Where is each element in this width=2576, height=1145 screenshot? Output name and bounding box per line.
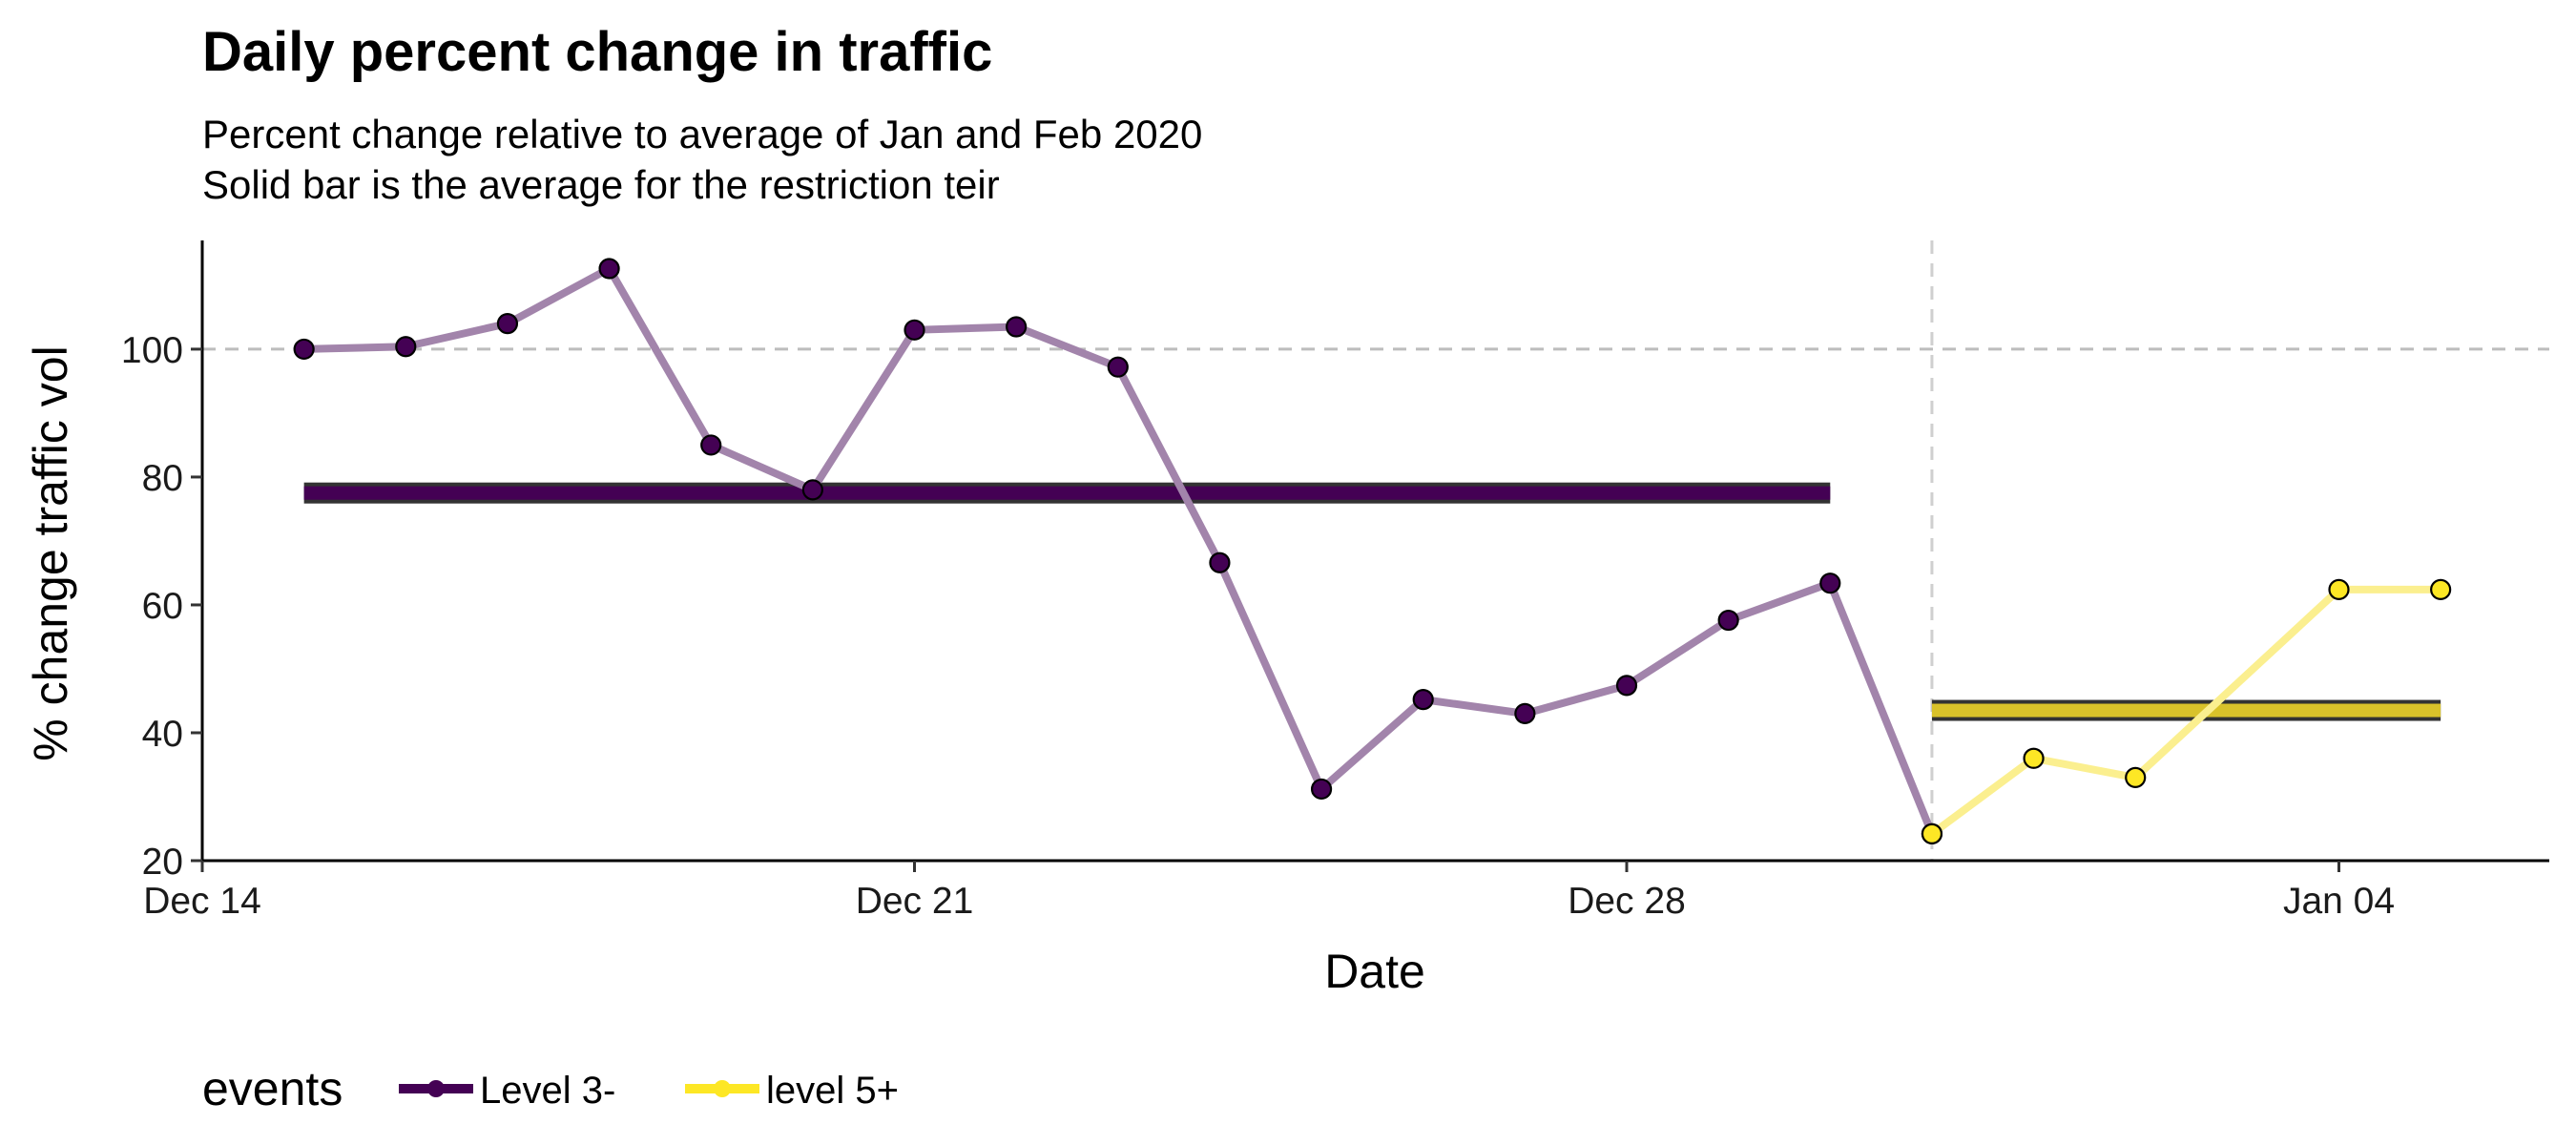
data-point-1-4 (2430, 578, 2452, 600)
data-point-0-0 (293, 338, 315, 361)
data-point-0-12 (1514, 702, 1536, 724)
x-tick-label-0: Dec 14 (143, 881, 261, 922)
y-tick-label-3: 80 (142, 458, 183, 499)
series-line-0 (300, 264, 1936, 838)
y-tick-label-4: 100 (121, 330, 183, 371)
y-tick-label-1: 40 (142, 714, 183, 755)
legend: events Level 3- level 5+ (202, 1062, 899, 1115)
data-point-0-10 (1310, 778, 1333, 801)
chart-title: Daily percent change in traffic (202, 21, 992, 83)
data-point-0-8 (1107, 356, 1129, 378)
data-point-0-4 (700, 434, 722, 456)
chart-subtitle-line-1: Percent change relative to average of Ja… (202, 112, 1202, 156)
data-point-0-1 (395, 336, 417, 358)
legend-title: events (202, 1062, 343, 1115)
data-point-0-11 (1412, 689, 1434, 711)
legend-label-1: level 5+ (766, 1070, 899, 1112)
data-point-0-9 (1209, 552, 1231, 573)
data-point-1-2 (2125, 766, 2147, 788)
x-tick-label-3: Jan 04 (2283, 881, 2395, 922)
data-point-0-15 (1819, 572, 1841, 594)
plot-area: 20 40 60 80 100 Dec 14 Dec 21 Dec 28 Jan 04 (121, 240, 2549, 922)
data-point-0-6 (904, 319, 925, 341)
data-point-0-14 (1717, 609, 1739, 632)
data-point-0-5 (801, 479, 823, 501)
y-tick-label-0: 20 (142, 842, 183, 883)
average-bar-0 (303, 486, 1831, 500)
chart-subtitle-line-2: Solid bar is the average for the restric… (202, 162, 1000, 207)
data-point-0-3 (598, 258, 620, 280)
data-point-1-1 (2023, 747, 2045, 769)
data-point-1-3 (2328, 578, 2350, 600)
data-point-0-13 (1615, 675, 1638, 697)
x-tick-label-1: Dec 21 (856, 881, 974, 922)
legend-key-point-0 (427, 1080, 445, 1097)
data-point-0-2 (496, 313, 519, 335)
data-point-0-7 (1006, 316, 1028, 338)
x-axis-title: Date (1324, 945, 1425, 998)
legend-label-0: Level 3- (480, 1070, 615, 1112)
y-tick-label-2: 60 (142, 586, 183, 627)
average-bar-1 (1931, 703, 2441, 718)
x-tick-label-2: Dec 28 (1568, 881, 1686, 922)
data-point-1-0 (1921, 822, 1943, 844)
legend-key-point-1 (714, 1080, 731, 1097)
y-axis-title: % change traffic vol (24, 345, 77, 760)
